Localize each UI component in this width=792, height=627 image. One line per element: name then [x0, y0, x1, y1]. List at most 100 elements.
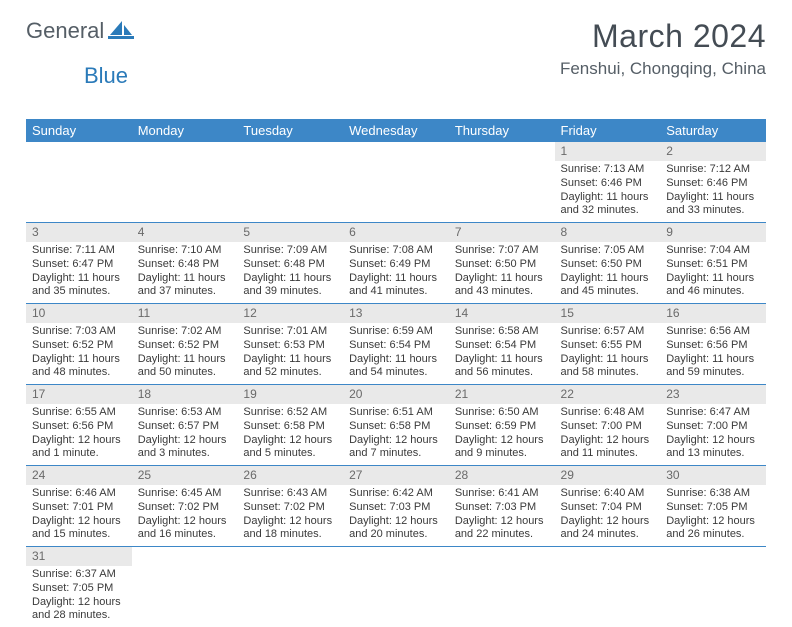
- day-content-cell: Sunrise: 6:51 AMSunset: 6:58 PMDaylight:…: [343, 404, 449, 466]
- day-content-cell: Sunrise: 7:10 AMSunset: 6:48 PMDaylight:…: [132, 242, 238, 304]
- day-sun-info: Sunrise: 7:03 AMSunset: 6:52 PMDaylight:…: [32, 325, 126, 380]
- day-content-cell: Sunrise: 6:42 AMSunset: 7:03 PMDaylight:…: [343, 485, 449, 547]
- day-content-cell: [449, 566, 555, 627]
- day-sun-info: Sunrise: 6:53 AMSunset: 6:57 PMDaylight:…: [138, 406, 232, 461]
- day-number-cell: 11: [132, 304, 238, 324]
- day-sun-info: Sunrise: 6:51 AMSunset: 6:58 PMDaylight:…: [349, 406, 443, 461]
- day-sun-info: Sunrise: 7:01 AMSunset: 6:53 PMDaylight:…: [243, 325, 337, 380]
- day-number-cell: 4: [132, 223, 238, 243]
- day-sun-info: Sunrise: 6:59 AMSunset: 6:54 PMDaylight:…: [349, 325, 443, 380]
- day-content-cell: Sunrise: 6:47 AMSunset: 7:00 PMDaylight:…: [660, 404, 766, 466]
- day-number-cell: 21: [449, 385, 555, 405]
- day-number-cell: 17: [26, 385, 132, 405]
- day-number-cell: 28: [449, 466, 555, 486]
- day-number-cell: 30: [660, 466, 766, 486]
- day-number-cell: [343, 142, 449, 161]
- day-content-cell: Sunrise: 7:11 AMSunset: 6:47 PMDaylight:…: [26, 242, 132, 304]
- calendar-table: SundayMondayTuesdayWednesdayThursdayFrid…: [26, 119, 766, 627]
- day-number-cell: [660, 547, 766, 567]
- day-content-cell: [660, 566, 766, 627]
- calendar-header-row: SundayMondayTuesdayWednesdayThursdayFrid…: [26, 119, 766, 142]
- day-content-cell: Sunrise: 6:58 AMSunset: 6:54 PMDaylight:…: [449, 323, 555, 385]
- day-sun-info: Sunrise: 6:37 AMSunset: 7:05 PMDaylight:…: [32, 568, 126, 623]
- day-sun-info: Sunrise: 6:42 AMSunset: 7:03 PMDaylight:…: [349, 487, 443, 542]
- weekday-header: Sunday: [26, 119, 132, 142]
- day-content-cell: Sunrise: 6:43 AMSunset: 7:02 PMDaylight:…: [237, 485, 343, 547]
- day-number-cell: 27: [343, 466, 449, 486]
- day-number-cell: 18: [132, 385, 238, 405]
- logo-text-general: General: [26, 18, 104, 44]
- day-content-cell: Sunrise: 6:40 AMSunset: 7:04 PMDaylight:…: [555, 485, 661, 547]
- day-content-cell: [343, 566, 449, 627]
- day-number-cell: [237, 142, 343, 161]
- day-content-cell: Sunrise: 6:55 AMSunset: 6:56 PMDaylight:…: [26, 404, 132, 466]
- day-content-cell: Sunrise: 7:08 AMSunset: 6:49 PMDaylight:…: [343, 242, 449, 304]
- weekday-header: Tuesday: [237, 119, 343, 142]
- day-content-cell: Sunrise: 7:09 AMSunset: 6:48 PMDaylight:…: [237, 242, 343, 304]
- day-sun-info: Sunrise: 6:58 AMSunset: 6:54 PMDaylight:…: [455, 325, 549, 380]
- day-sun-info: Sunrise: 6:45 AMSunset: 7:02 PMDaylight:…: [138, 487, 232, 542]
- day-sun-info: Sunrise: 7:04 AMSunset: 6:51 PMDaylight:…: [666, 244, 760, 299]
- day-number-cell: [449, 142, 555, 161]
- day-number-cell: 31: [26, 547, 132, 567]
- day-sun-info: Sunrise: 7:10 AMSunset: 6:48 PMDaylight:…: [138, 244, 232, 299]
- day-number-cell: [343, 547, 449, 567]
- day-number-cell: 5: [237, 223, 343, 243]
- day-sun-info: Sunrise: 7:12 AMSunset: 6:46 PMDaylight:…: [666, 163, 760, 218]
- day-number-cell: 25: [132, 466, 238, 486]
- weekday-header: Thursday: [449, 119, 555, 142]
- sail-icon: [108, 19, 134, 44]
- weekday-header: Monday: [132, 119, 238, 142]
- day-sun-info: Sunrise: 7:07 AMSunset: 6:50 PMDaylight:…: [455, 244, 549, 299]
- day-sun-info: Sunrise: 6:46 AMSunset: 7:01 PMDaylight:…: [32, 487, 126, 542]
- day-sun-info: Sunrise: 6:41 AMSunset: 7:03 PMDaylight:…: [455, 487, 549, 542]
- day-number-cell: 15: [555, 304, 661, 324]
- day-content-cell: [237, 566, 343, 627]
- day-number-cell: 14: [449, 304, 555, 324]
- day-number-cell: 12: [237, 304, 343, 324]
- day-content-cell: Sunrise: 7:01 AMSunset: 6:53 PMDaylight:…: [237, 323, 343, 385]
- day-number-cell: 13: [343, 304, 449, 324]
- day-number-cell: 20: [343, 385, 449, 405]
- day-content-cell: [555, 566, 661, 627]
- day-content-cell: Sunrise: 6:57 AMSunset: 6:55 PMDaylight:…: [555, 323, 661, 385]
- day-sun-info: Sunrise: 6:56 AMSunset: 6:56 PMDaylight:…: [666, 325, 760, 380]
- day-sun-info: Sunrise: 7:11 AMSunset: 6:47 PMDaylight:…: [32, 244, 126, 299]
- day-number-cell: 23: [660, 385, 766, 405]
- day-number-cell: 24: [26, 466, 132, 486]
- day-number-cell: [26, 142, 132, 161]
- day-content-cell: Sunrise: 6:50 AMSunset: 6:59 PMDaylight:…: [449, 404, 555, 466]
- day-number-cell: 22: [555, 385, 661, 405]
- day-number-cell: 2: [660, 142, 766, 161]
- day-number-cell: 1: [555, 142, 661, 161]
- day-number-cell: [132, 547, 238, 567]
- day-content-cell: [237, 161, 343, 223]
- day-content-cell: Sunrise: 6:52 AMSunset: 6:58 PMDaylight:…: [237, 404, 343, 466]
- logo-text-blue: Blue: [84, 63, 128, 88]
- weekday-header: Wednesday: [343, 119, 449, 142]
- day-number-cell: 29: [555, 466, 661, 486]
- page-title: March 2024: [560, 18, 766, 55]
- day-content-cell: Sunrise: 7:05 AMSunset: 6:50 PMDaylight:…: [555, 242, 661, 304]
- day-content-cell: Sunrise: 7:03 AMSunset: 6:52 PMDaylight:…: [26, 323, 132, 385]
- day-number-cell: 19: [237, 385, 343, 405]
- day-content-cell: Sunrise: 6:53 AMSunset: 6:57 PMDaylight:…: [132, 404, 238, 466]
- day-number-cell: 3: [26, 223, 132, 243]
- day-number-cell: 9: [660, 223, 766, 243]
- day-number-cell: 26: [237, 466, 343, 486]
- day-sun-info: Sunrise: 7:08 AMSunset: 6:49 PMDaylight:…: [349, 244, 443, 299]
- day-content-cell: Sunrise: 6:45 AMSunset: 7:02 PMDaylight:…: [132, 485, 238, 547]
- day-sun-info: Sunrise: 7:09 AMSunset: 6:48 PMDaylight:…: [243, 244, 337, 299]
- day-content-cell: [132, 161, 238, 223]
- day-sun-info: Sunrise: 7:05 AMSunset: 6:50 PMDaylight:…: [561, 244, 655, 299]
- day-content-cell: Sunrise: 7:12 AMSunset: 6:46 PMDaylight:…: [660, 161, 766, 223]
- day-number-cell: 8: [555, 223, 661, 243]
- day-sun-info: Sunrise: 6:40 AMSunset: 7:04 PMDaylight:…: [561, 487, 655, 542]
- weekday-header: Friday: [555, 119, 661, 142]
- day-content-cell: Sunrise: 6:41 AMSunset: 7:03 PMDaylight:…: [449, 485, 555, 547]
- day-number-cell: [555, 547, 661, 567]
- day-sun-info: Sunrise: 6:43 AMSunset: 7:02 PMDaylight:…: [243, 487, 337, 542]
- day-sun-info: Sunrise: 6:38 AMSunset: 7:05 PMDaylight:…: [666, 487, 760, 542]
- day-content-cell: [449, 161, 555, 223]
- day-sun-info: Sunrise: 6:47 AMSunset: 7:00 PMDaylight:…: [666, 406, 760, 461]
